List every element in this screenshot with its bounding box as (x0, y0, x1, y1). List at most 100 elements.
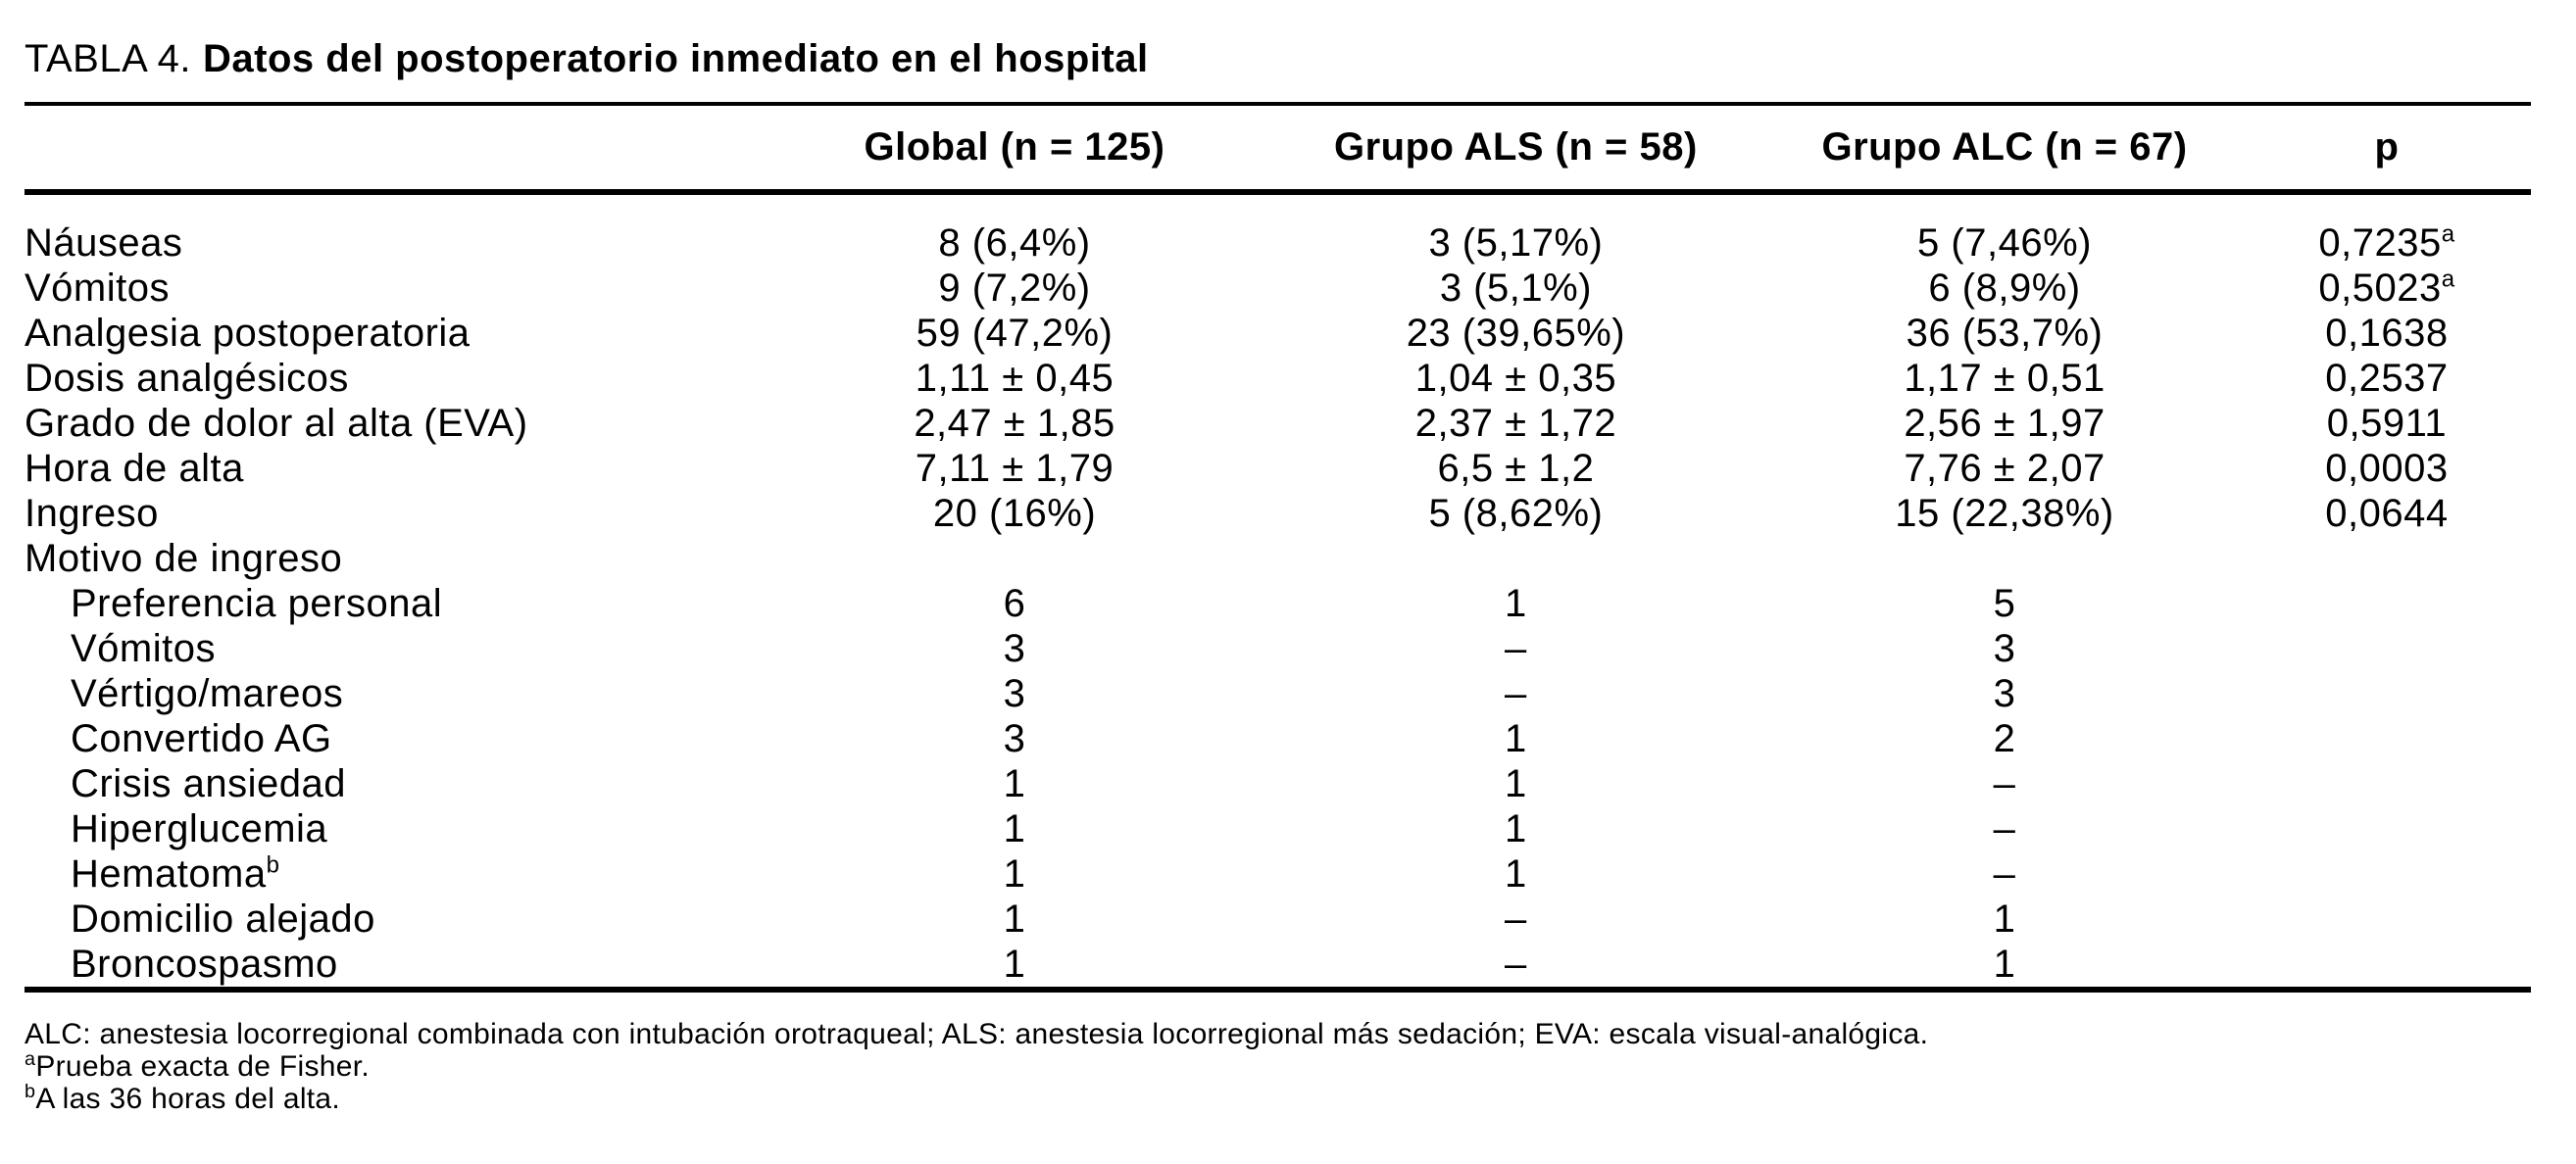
cell-alc: 36 (53,7%) (1906, 311, 2104, 355)
cell-global: 20 (16%) (932, 491, 1097, 535)
table-row: Dosis analgésicos 1,11 ± 0,45 1,04 ± 0,3… (25, 356, 2531, 401)
table-row: Vómitos 9 (7,2%) 3 (5,1%) 6 (8,9%) 0,502… (25, 266, 2531, 311)
table-row: Hematomab 1 1 – (25, 851, 2531, 897)
cell-global: 2,47 ± 1,85 (914, 401, 1115, 445)
row-label: Motivo de ingreso (25, 536, 343, 580)
cell-p: 0,5911 (2326, 401, 2448, 445)
footnote-line: ALC: anestesia locorregional combinada c… (25, 1018, 2576, 1050)
cell-global: 7,11 ± 1,79 (915, 446, 1115, 490)
cell-alc: 1,17 ± 0,51 (1904, 356, 2105, 400)
column-header-alc: Grupo ALC (n = 67) (1821, 125, 2188, 169)
cell-als: 2,37 ± 1,72 (1414, 401, 1617, 445)
data-table: Global (n = 125) Grupo ALS (n = 58) Grup… (25, 102, 2531, 993)
table-row: Domicilio alejado 1 – 1 (25, 897, 2531, 942)
cell-als: – (1505, 897, 1527, 941)
p-value: 0,7235 (2318, 220, 2442, 265)
cell-p: 0,0003 (2325, 446, 2449, 490)
cell-global: 3 (1003, 671, 1026, 715)
table-row: Hiperglucemia 1 1 – (25, 806, 2531, 851)
cell-p: 0,2537 (2325, 356, 2449, 400)
cell-p (2243, 536, 2531, 581)
row-label: Hiperglucemia (71, 806, 328, 850)
row-label: Domicilio alejado (71, 897, 375, 941)
cell-global (764, 536, 1264, 581)
cell-als: 6,5 ± 1,2 (1437, 446, 1595, 490)
cell-als: 1,04 ± 0,35 (1414, 356, 1617, 400)
cell-als: 3 (5,17%) (1428, 220, 1604, 265)
footnote-line: aPrueba exacta de Fisher. (25, 1049, 2576, 1083)
table-row: Preferencia personal 6 1 5 (25, 581, 2531, 626)
p-superscript: a (2441, 220, 2455, 248)
row-label: Analgesia postoperatoria (25, 311, 471, 355)
row-label: Vértigo/mareos (71, 671, 344, 715)
footnote-line: bA las 36 horas del alta. (25, 1081, 2576, 1115)
cell-alc: 2 (1993, 716, 2016, 760)
footnote-text: ALC: anestesia locorregional combinada c… (25, 1018, 1929, 1050)
footnote-superscript: b (25, 1081, 36, 1102)
row-label: Convertido AG (71, 716, 332, 760)
cell-als: 1 (1505, 806, 1527, 850)
row-label: Vómitos (25, 266, 170, 310)
row-label: Hora de alta (25, 446, 244, 490)
row-label: Broncospasmo (71, 942, 338, 986)
cell-als: 3 (5,1%) (1439, 266, 1592, 310)
column-header-p: p (2374, 125, 2400, 169)
cell-global: 1 (1003, 851, 1026, 896)
cell-global: 8 (6,4%) (938, 220, 1091, 265)
table-title: TABLA 4. Datos del postoperatorio inmedia… (25, 37, 2576, 80)
cell-p (2243, 761, 2531, 806)
cell-alc: 15 (22,38%) (1895, 491, 2114, 535)
cell-alc: 2,56 ± 1,97 (1904, 401, 2105, 445)
table-row: Vértigo/mareos 3 – 3 (25, 671, 2531, 716)
footnote-text: Prueba exacta de Fisher. (35, 1050, 371, 1083)
cell-global: 1 (1003, 761, 1026, 805)
cell-alc: 3 (1993, 671, 2016, 715)
cell-als: 1 (1505, 716, 1527, 760)
table-row: Vómitos 3 – 3 (25, 626, 2531, 671)
cell-global: 59 (47,2%) (916, 311, 1114, 355)
table-row: Náuseas 8 (6,4%) 3 (5,17%) 5 (7,46%) 0,7… (25, 192, 2531, 266)
column-header-global: Global (n = 125) (864, 125, 1165, 169)
cell-als: 23 (39,65%) (1406, 311, 1626, 355)
column-header-als: Grupo ALS (n = 58) (1333, 125, 1698, 169)
cell-p: 0,7235a (2243, 192, 2531, 266)
cell-alc: 7,76 ± 2,07 (1904, 446, 2105, 490)
p-superscript: a (2441, 266, 2455, 293)
cell-alc: 1 (1993, 942, 2016, 986)
table-row: Hora de alta 7,11 ± 1,79 6,5 ± 1,2 7,76 … (25, 446, 2531, 491)
cell-als: 1 (1505, 581, 1527, 625)
cell-global: 3 (1003, 626, 1026, 670)
cell-alc (1766, 536, 2243, 581)
cell-alc: 5 (1993, 581, 2016, 625)
footnote-text: A las 36 horas del alta. (35, 1083, 341, 1115)
cell-als: – (1505, 942, 1527, 986)
row-label: Vómitos (71, 626, 216, 670)
cell-global: 9 (7,2%) (938, 266, 1091, 310)
p-value: 0,5023 (2318, 266, 2442, 310)
cell-alc: 3 (1993, 626, 2016, 670)
cell-global: 1,11 ± 0,45 (915, 356, 1115, 400)
column-header-label (25, 104, 764, 192)
row-label: Hematomab (25, 851, 764, 897)
cell-als: 1 (1505, 761, 1527, 805)
cell-p (2243, 942, 2531, 990)
cell-p (2243, 671, 2531, 716)
cell-p: 0,5023a (2243, 266, 2531, 311)
row-label: Náuseas (25, 220, 183, 265)
cell-als (1265, 536, 1766, 581)
table-row: Grado de dolor al alta (EVA) 2,47 ± 1,85… (25, 401, 2531, 446)
cell-global: 1 (1003, 942, 1026, 986)
table-row: Crisis ansiedad 1 1 – (25, 761, 2531, 806)
cell-global: 1 (1003, 806, 1026, 850)
cell-p (2243, 581, 2531, 626)
row-label: Grado de dolor al alta (EVA) (25, 401, 528, 445)
cell-alc: 6 (8,9%) (1928, 266, 2081, 310)
table-row: Broncospasmo 1 – 1 (25, 942, 2531, 990)
footnotes: ALC: anestesia locorregional combinada c… (25, 1018, 2576, 1115)
row-label: Preferencia personal (71, 581, 443, 625)
cell-p (2243, 897, 2531, 942)
cell-als: 1 (1505, 851, 1527, 896)
cell-p (2243, 806, 2531, 851)
row-label: Dosis analgésicos (25, 356, 349, 400)
